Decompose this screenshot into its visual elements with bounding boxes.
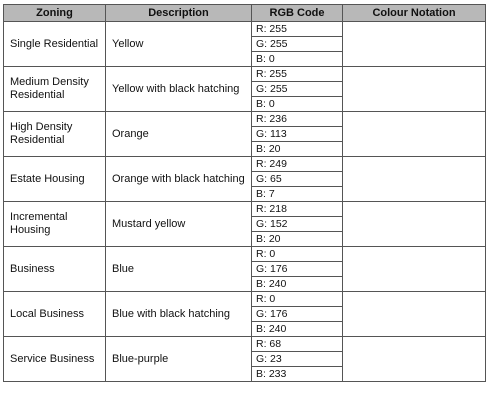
- zoning-cell: Service Business: [3, 336, 106, 382]
- zoning-cell: Single Residential: [3, 21, 106, 67]
- description-cell: Blue with black hatching: [105, 291, 252, 337]
- rgb-green-value: G: 113: [251, 126, 343, 142]
- description-cell: Yellow with black hatching: [105, 66, 252, 112]
- zoning-colour-table: Zoning Description RGB Code Colour Notat…: [3, 4, 486, 382]
- rgb-blue-value: B: 7: [251, 186, 343, 202]
- table-row: High Density Residential Orange R: 236: [3, 111, 486, 157]
- rgb-green-value: G: 152: [251, 216, 343, 232]
- table-row: B: 233: [4, 366, 486, 382]
- table-row: G: 152: [4, 216, 486, 232]
- colour-swatch: [342, 291, 486, 337]
- description-cell: Mustard yellow: [105, 201, 252, 247]
- rgb-red-value: R: 0: [251, 246, 343, 262]
- rgb-blue-value: B: 233: [251, 366, 343, 382]
- description-cell: Orange with black hatching: [105, 156, 252, 202]
- zoning-cell: High Density Residential: [3, 111, 106, 157]
- rgb-green-value: G: 23: [251, 351, 343, 367]
- table-header-row: Zoning Description RGB Code Colour Notat…: [3, 4, 486, 22]
- table-row: Business Blue R: 0: [3, 246, 486, 292]
- colour-swatch: [342, 21, 486, 67]
- header-zoning: Zoning: [3, 4, 106, 22]
- description-cell: Blue: [105, 246, 252, 292]
- colour-swatch: [342, 111, 486, 157]
- colour-swatch: [342, 336, 486, 382]
- rgb-red-value: R: 0: [251, 291, 343, 307]
- rgb-red-value: R: 236: [251, 111, 343, 127]
- colour-swatch: [342, 201, 486, 247]
- table-row: Single Residential Yellow R: 255: [3, 21, 486, 67]
- colour-swatch: [342, 246, 486, 292]
- rgb-blue-value: B: 240: [251, 276, 343, 292]
- zoning-cell: Business: [3, 246, 106, 292]
- table-row: Estate Housing Orange with black hatchin…: [3, 156, 486, 202]
- table-row: G: 113: [4, 126, 486, 142]
- rgb-green-value: G: 255: [251, 81, 343, 97]
- rgb-blue-value: B: 0: [251, 96, 343, 112]
- rgb-green-value: G: 176: [251, 261, 343, 277]
- rgb-blue-value: B: 240: [251, 321, 343, 337]
- rgb-red-value: R: 68: [251, 336, 343, 352]
- header-description: Description: [105, 4, 252, 22]
- header-colour-notation: Colour Notation: [342, 4, 486, 22]
- table-row: G: 176: [4, 306, 486, 322]
- rgb-blue-value: B: 20: [251, 141, 343, 157]
- zoning-cell: Medium Density Residential: [3, 66, 106, 112]
- zoning-cell: Estate Housing: [3, 156, 106, 202]
- description-cell: Orange: [105, 111, 252, 157]
- colour-swatch: [342, 66, 486, 112]
- rgb-red-value: R: 255: [251, 21, 343, 37]
- zoning-cell: Local Business: [3, 291, 106, 337]
- description-cell: Blue-purple: [105, 336, 252, 382]
- zoning-table-container: Zoning Description RGB Code Colour Notat…: [3, 4, 486, 382]
- table-row: Service Business Blue-purple R: 68: [3, 336, 486, 382]
- rgb-green-value: G: 176: [251, 306, 343, 322]
- description-cell: Yellow: [105, 21, 252, 67]
- rgb-green-value: G: 65: [251, 171, 343, 187]
- rgb-blue-value: B: 20: [251, 231, 343, 247]
- rgb-green-value: G: 255: [251, 36, 343, 52]
- table-row: Local Business Blue with black hatching …: [3, 291, 486, 337]
- rgb-red-value: R: 255: [251, 66, 343, 82]
- rgb-red-value: R: 249: [251, 156, 343, 172]
- colour-swatch: [342, 156, 486, 202]
- table-row: B: 240: [4, 321, 486, 337]
- table-row: Incremental Housing Mustard yellow R: 21…: [3, 201, 486, 247]
- rgb-red-value: R: 218: [251, 201, 343, 217]
- header-rgb-code: RGB Code: [251, 4, 343, 22]
- rgb-blue-value: B: 0: [251, 51, 343, 67]
- zoning-cell: Incremental Housing: [3, 201, 106, 247]
- table-row: Medium Density Residential Yellow with b…: [3, 66, 486, 112]
